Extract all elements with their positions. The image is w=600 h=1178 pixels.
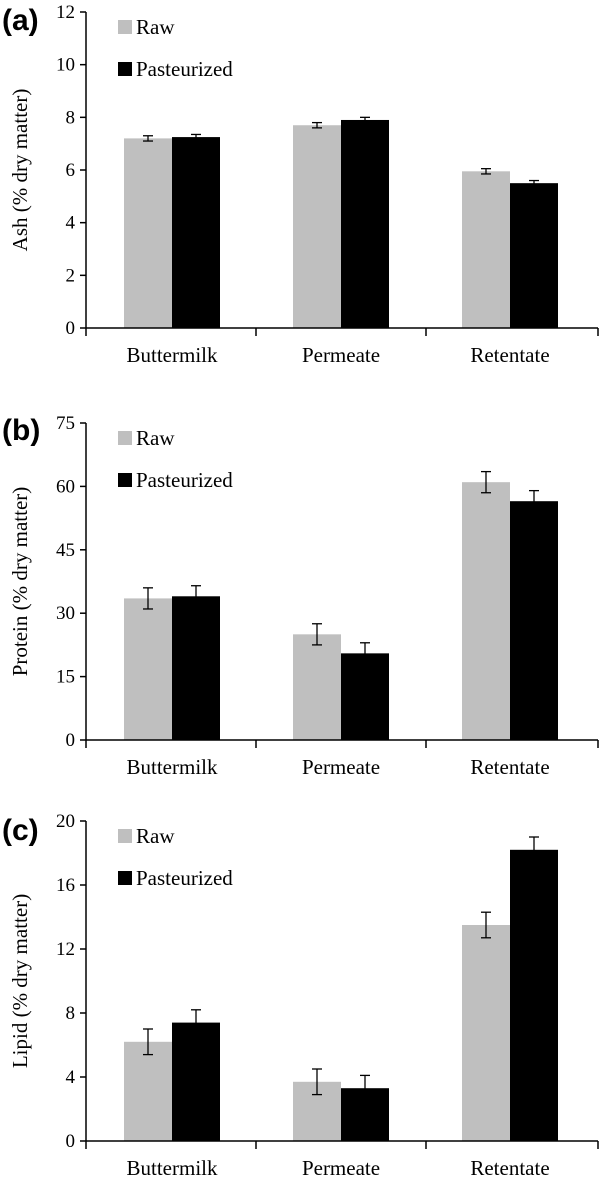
y-tick-label: 15 bbox=[56, 667, 75, 688]
chart-panel-3: (c) Lipid (% dry matter) 0 4 8 12 16 20 Buttermi… bbox=[2, 811, 599, 1178]
x-tick-label: Retentate bbox=[470, 755, 549, 779]
x-tick-label: Retentate bbox=[470, 343, 549, 367]
legend-label-raw: Raw bbox=[136, 824, 175, 848]
bar-raw-retentate bbox=[462, 482, 510, 740]
y-tick-label: 2 bbox=[66, 265, 76, 286]
chart-panel-2: (b) Protein (% dry matter) 0 15 30 45 60 75 Butt… bbox=[2, 413, 599, 779]
panel-letter: (a) bbox=[2, 4, 39, 37]
x-tick-label: Buttermilk bbox=[127, 755, 218, 779]
x-tick-label: Permeate bbox=[302, 1156, 380, 1178]
y-tick-label: 30 bbox=[56, 603, 75, 624]
y-tick-label: 8 bbox=[66, 107, 76, 128]
bar-pasteurized-permeate bbox=[341, 653, 389, 740]
y-tick-label: 45 bbox=[56, 540, 75, 561]
x-tick-label: Buttermilk bbox=[127, 1156, 218, 1178]
bar-raw-permeate bbox=[293, 634, 341, 740]
y-tick-label: 60 bbox=[56, 476, 75, 497]
legend-swatch-pasteurized bbox=[118, 473, 132, 487]
x-tick-label: Buttermilk bbox=[127, 343, 218, 367]
y-tick-label: 12 bbox=[56, 2, 75, 23]
y-tick-label: 75 bbox=[56, 413, 75, 434]
y-tick-label: 0 bbox=[66, 730, 76, 751]
legend-label-pasteurized: Pasteurized bbox=[136, 468, 233, 492]
bar-raw-permeate bbox=[293, 125, 341, 328]
legend-label-raw: Raw bbox=[136, 15, 175, 39]
legend-swatch-raw bbox=[118, 829, 132, 843]
x-tick-label: Permeate bbox=[302, 755, 380, 779]
legend-swatch-pasteurized bbox=[118, 62, 132, 76]
bar-raw-buttermilk bbox=[124, 598, 172, 740]
legend-swatch-raw bbox=[118, 431, 132, 445]
y-tick-label: 20 bbox=[56, 811, 75, 832]
legend-label-raw: Raw bbox=[136, 426, 175, 450]
bar-pasteurized-retentate bbox=[510, 849, 558, 1141]
bar-raw-retentate bbox=[462, 171, 510, 328]
panel-letter: (c) bbox=[2, 814, 39, 847]
y-tick-label: 16 bbox=[56, 875, 75, 896]
bar-pasteurized-buttermilk bbox=[172, 1022, 220, 1141]
bar-raw-buttermilk bbox=[124, 138, 172, 328]
bar-raw-retentate bbox=[462, 925, 510, 1141]
y-tick-label: 0 bbox=[66, 1131, 76, 1152]
y-tick-label: 6 bbox=[66, 160, 76, 181]
x-tick-label: Permeate bbox=[302, 343, 380, 367]
y-tick-label: 0 bbox=[66, 318, 76, 339]
x-tick-label: Retentate bbox=[470, 1156, 549, 1178]
legend-label-pasteurized: Pasteurized bbox=[136, 57, 233, 81]
y-tick-label: 8 bbox=[66, 1003, 76, 1024]
y-axis-label: Lipid (% dry matter) bbox=[8, 894, 32, 1068]
bar-pasteurized-permeate bbox=[341, 119, 389, 328]
panel-letter: (b) bbox=[2, 414, 40, 447]
y-tick-label: 12 bbox=[56, 939, 75, 960]
bar-raw-buttermilk bbox=[124, 1041, 172, 1141]
bar-pasteurized-buttermilk bbox=[172, 137, 220, 328]
chart-panel-1: (a) Ash (% dry matter) 0 2 4 6 8 10 12 Buttermilk… bbox=[2, 2, 599, 367]
legend-swatch-pasteurized bbox=[118, 871, 132, 885]
legend-label-pasteurized: Pasteurized bbox=[136, 866, 233, 890]
y-tick-label: 4 bbox=[66, 213, 76, 234]
bar-pasteurized-retentate bbox=[510, 183, 558, 328]
legend-swatch-raw bbox=[118, 20, 132, 34]
bar-pasteurized-retentate bbox=[510, 501, 558, 740]
y-tick-label: 4 bbox=[66, 1067, 76, 1088]
y-axis-label: Ash (% dry matter) bbox=[8, 89, 32, 252]
y-tick-label: 10 bbox=[56, 55, 75, 76]
y-axis-label: Protein (% dry matter) bbox=[8, 487, 32, 677]
bar-pasteurized-buttermilk bbox=[172, 596, 220, 740]
